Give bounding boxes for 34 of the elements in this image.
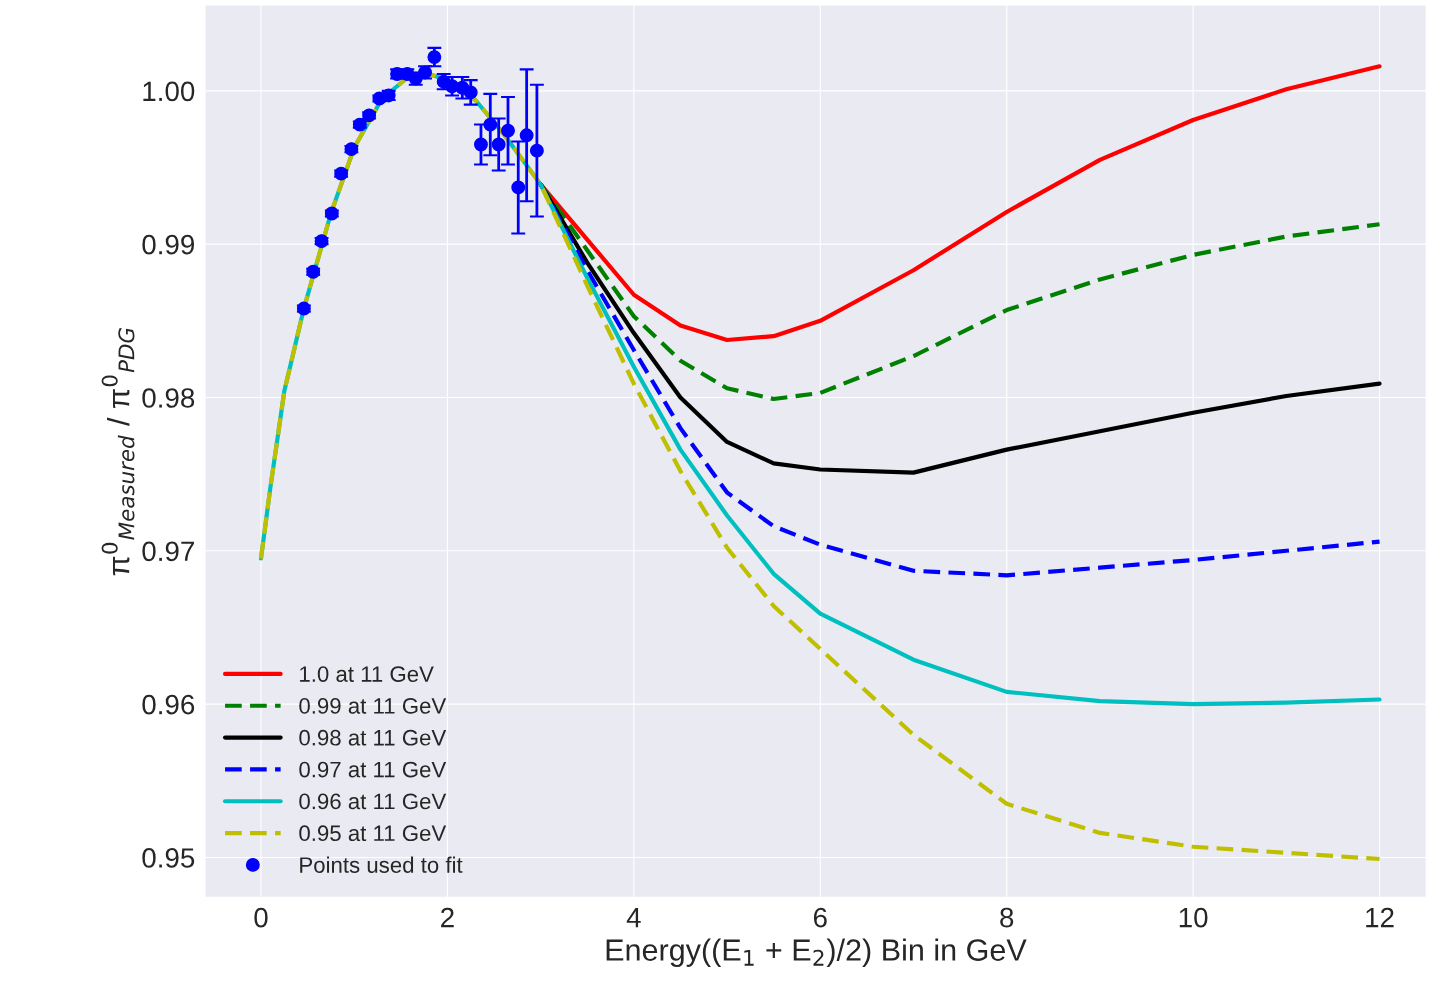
point [519, 128, 534, 143]
point [474, 137, 488, 152]
point [483, 117, 498, 132]
point [511, 180, 526, 195]
y-tick-label: 0.98 [142, 388, 195, 408]
point [324, 206, 339, 221]
y-tick-label: 0.97 [142, 541, 194, 562]
x-tick-label: 4 [626, 908, 641, 928]
point [529, 143, 544, 158]
legend-label: 1.0 at 11 GeV [300, 666, 434, 682]
legend-label: 0.95 at 11 GeV [299, 825, 447, 842]
legend-label: 0.98 at 11 GeV [299, 729, 447, 746]
point [501, 123, 515, 138]
x-tick-label: 2 [441, 907, 454, 928]
x-tick-label: 0 [254, 907, 268, 928]
x-axis-title: Energy((E$_{1}$ + E$_{2}$)/2) Bin in GeV [606, 938, 1027, 967]
point [296, 301, 311, 316]
point [362, 108, 377, 123]
y-tick-label: 0.95 [142, 848, 195, 868]
x-tick-label: 10 [1179, 907, 1208, 928]
x-tick-label: 12 [1366, 907, 1394, 928]
point [463, 85, 478, 100]
y-tick-label: 0.96 [142, 694, 195, 715]
legend-label: Points used to fit [300, 856, 463, 873]
legend-label: 0.96 at 11 GeV [299, 793, 447, 810]
y-tick-label: 1.00 [143, 81, 195, 102]
x-tick-label: 8 [1000, 907, 1014, 928]
legend-label: 0.99 at 11 GeV [299, 698, 447, 714]
x-tick-label: 6 [813, 907, 827, 928]
y-axis-title: π$^{0}$$_{Measured}$ / π$^{0}$$_{PDG}$ [101, 328, 135, 576]
y-tick-label: 0.99 [142, 234, 195, 255]
legend-label: 0.97 at 11 GeV [299, 761, 447, 778]
point [334, 166, 349, 181]
point [491, 137, 506, 152]
